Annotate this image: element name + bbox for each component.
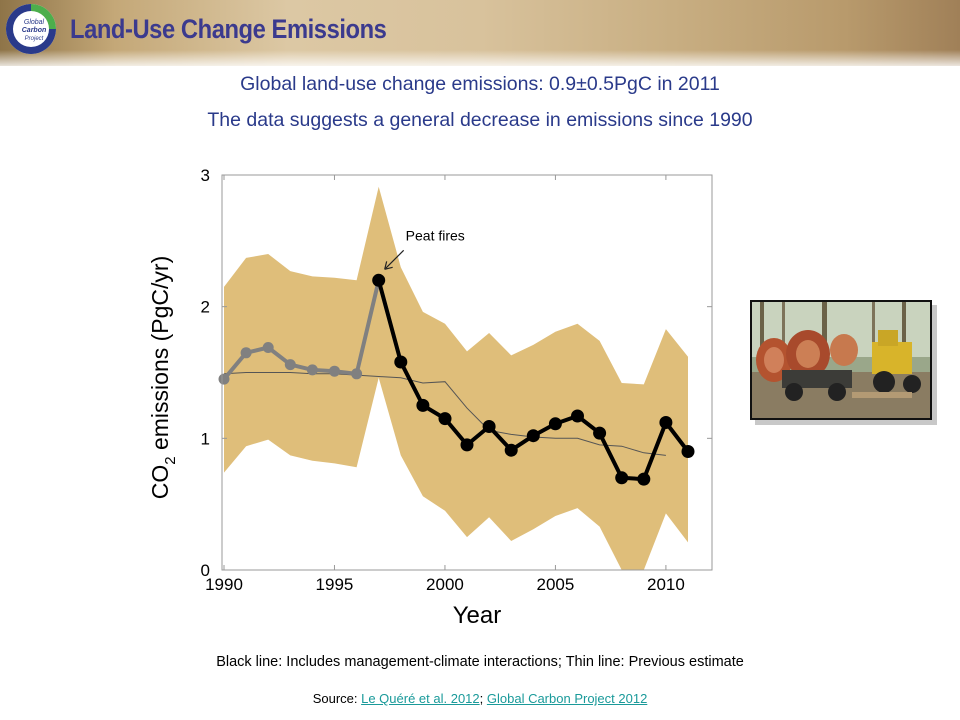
black-series-point bbox=[438, 412, 452, 426]
x-tick-label: 2000 bbox=[426, 575, 464, 594]
source-prefix: Source: bbox=[312, 691, 362, 706]
uncertainty-band-layer bbox=[224, 186, 688, 571]
annotation-peat-fires: Peat fires bbox=[406, 227, 465, 243]
subtitle-emissions-2011: Global land-use change emissions: 0.9±0.… bbox=[240, 73, 720, 95]
previous-estimate-line bbox=[223, 372, 666, 456]
y-axis-label: CO2 emissions (PgC/yr) bbox=[147, 256, 179, 500]
logo-line-1: Global bbox=[24, 19, 45, 26]
y-tick-label: 0 bbox=[201, 561, 210, 580]
black-series-point bbox=[460, 438, 474, 452]
emissions-chart: 1990 1995 2000 2005 2010 0 1 2 3 Peat fires Year… bbox=[147, 166, 713, 629]
black-series-point bbox=[659, 416, 673, 429]
grey-series-point bbox=[329, 365, 340, 377]
black-series-point bbox=[372, 273, 386, 287]
y-tick-label: 3 bbox=[201, 166, 210, 185]
annotation-arrow-head bbox=[384, 261, 393, 270]
source-link-le-quere[interactable]: Le Quéré et al. 2012 bbox=[361, 691, 480, 706]
black-series-point bbox=[593, 426, 607, 440]
annotation-arrow-line bbox=[385, 249, 405, 269]
black-series-point bbox=[637, 472, 651, 486]
black-series-point bbox=[526, 429, 540, 443]
y-axis-label-rest: emissions (PgC/yr) bbox=[147, 256, 173, 457]
source-line: Source: Le Quéré et al. 2012; Global Car… bbox=[0, 691, 960, 706]
uncertainty-band bbox=[224, 186, 688, 571]
series-layer bbox=[218, 273, 695, 486]
grey-series-point bbox=[218, 373, 230, 385]
global-carbon-project-logo: Global Carbon Project bbox=[6, 4, 56, 54]
subtitle-trend: The data suggests a general decrease in … bbox=[207, 109, 753, 131]
header-fade bbox=[0, 50, 960, 70]
logging-trucks-photo bbox=[750, 300, 932, 420]
y-tick-label: 1 bbox=[201, 429, 210, 448]
grey-series-point bbox=[284, 359, 296, 371]
x-tick-label: 2010 bbox=[647, 575, 685, 594]
black-series-point bbox=[615, 471, 629, 485]
source-link-global-carbon-project[interactable]: Global Carbon Project 2012 bbox=[486, 691, 648, 706]
black-series-point bbox=[416, 398, 430, 412]
x-tick-label: 2005 bbox=[537, 575, 575, 594]
tick-layer: 1990 1995 2000 2005 2010 0 1 2 3 bbox=[201, 166, 712, 594]
logo-line-3: Project bbox=[25, 36, 44, 42]
logo-line-2: Carbon bbox=[22, 27, 47, 34]
grey-series-point bbox=[306, 364, 318, 376]
annotation-layer: Peat fires bbox=[384, 227, 465, 270]
grey-series-point bbox=[351, 368, 363, 380]
y-axis-label-co: CO bbox=[147, 465, 173, 500]
x-tick-label: 1995 bbox=[316, 575, 354, 594]
black-series-point bbox=[681, 445, 695, 458]
y-axis-label-subscript: 2 bbox=[162, 456, 179, 464]
x-axis-label: Year bbox=[453, 602, 502, 629]
plot-frame bbox=[221, 174, 713, 571]
black-series-point bbox=[571, 409, 584, 423]
black-series-point bbox=[394, 355, 408, 369]
x-tick-label: 1990 bbox=[205, 575, 243, 594]
source-separator: ; bbox=[479, 691, 487, 706]
black-series-point bbox=[482, 420, 496, 433]
footnote: Black line: Includes management-climate … bbox=[216, 654, 744, 670]
black-series-point bbox=[548, 417, 562, 431]
previous-estimate-layer bbox=[223, 372, 666, 456]
grey-series-point bbox=[262, 342, 274, 353]
grey-series-point bbox=[240, 347, 252, 359]
y-tick-label: 2 bbox=[201, 298, 210, 317]
slide-title: Land-Use Change Emissions bbox=[70, 14, 387, 44]
black-series-point bbox=[504, 443, 518, 457]
